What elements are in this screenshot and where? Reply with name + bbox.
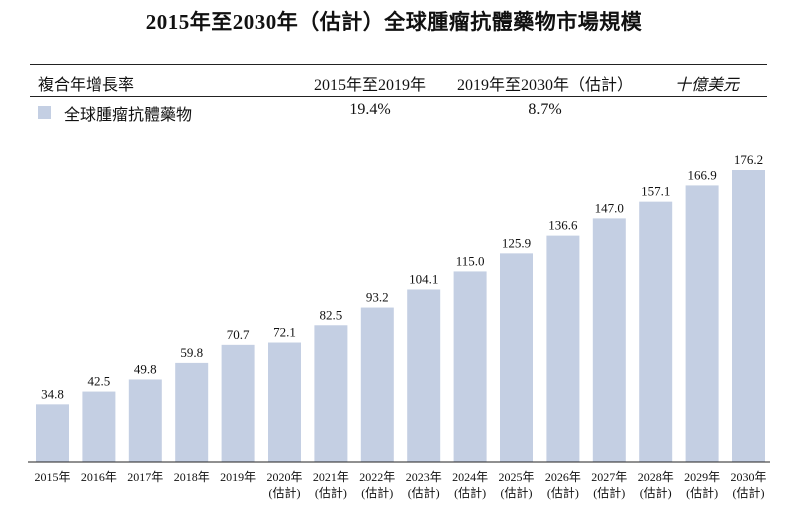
chart-title: 2015年至2030年（估計）全球腫瘤抗體藥物市場規模 <box>145 10 643 34</box>
bar <box>592 218 626 462</box>
x-tick-note: (估計) <box>315 485 347 500</box>
bar <box>732 170 765 462</box>
data-label: 115.0 <box>456 253 485 268</box>
bar <box>453 271 487 462</box>
x-tick-label: 2030年 <box>730 470 766 484</box>
data-label: 104.1 <box>409 271 438 286</box>
data-label: 49.8 <box>134 361 157 376</box>
x-tick-label: 2027年 <box>591 470 627 484</box>
cagr-period-2: 2019年至2030年（估計） <box>456 77 633 94</box>
bar <box>314 325 348 462</box>
bar <box>685 185 719 462</box>
x-tick-label: 2022年 <box>359 470 395 484</box>
x-tick-note: (估計) <box>593 485 625 500</box>
bar <box>639 201 673 463</box>
bar <box>546 235 580 462</box>
bar <box>407 289 441 462</box>
data-label: 34.8 <box>41 386 64 401</box>
x-tick-label: 2017年 <box>127 470 163 484</box>
x-tick-label: 2028年 <box>638 470 674 484</box>
x-tick-note: (估計) <box>501 485 533 500</box>
x-tick-label: 2026年 <box>545 470 581 484</box>
x-tick-note: (估計) <box>361 485 393 500</box>
bar <box>360 307 394 462</box>
x-tick-note: (估計) <box>547 485 579 500</box>
table-top-rule <box>30 64 767 65</box>
x-tick-note: (估計) <box>269 485 301 500</box>
x-tick-note: (估計) <box>686 485 718 500</box>
x-tick-note: (估計) <box>640 485 672 500</box>
bar <box>128 379 162 462</box>
x-tick-label: 2016年 <box>81 470 117 484</box>
data-label: 125.9 <box>502 235 531 250</box>
data-label: 147.0 <box>595 200 624 215</box>
bar <box>500 253 533 462</box>
data-label: 93.2 <box>366 290 389 305</box>
cagr-value-1: 19.4% <box>349 101 391 118</box>
cagr-value-2: 8.7% <box>528 101 562 118</box>
table-mid-rule <box>30 96 767 97</box>
x-tick-label: 2025年 <box>498 470 534 484</box>
data-label: 42.5 <box>88 374 111 389</box>
unit-label: 十億美元 <box>675 77 740 94</box>
x-tick-note: (估計) <box>454 485 486 500</box>
x-tick-label: 2029年 <box>684 470 720 484</box>
bar <box>36 404 69 462</box>
data-label: 176.2 <box>734 152 763 167</box>
cagr-header-label: 複合年增長率 <box>38 77 135 94</box>
x-tick-label: 2019年 <box>220 470 256 484</box>
data-label: 70.7 <box>227 327 250 342</box>
legend-swatch <box>38 106 51 119</box>
x-tick-label: 2020年 <box>266 470 302 484</box>
data-label: 166.9 <box>687 167 716 182</box>
x-tick-note: (估計) <box>408 485 440 500</box>
x-tick-note: (估計) <box>733 485 765 500</box>
x-tick-label: 2015年 <box>34 470 70 484</box>
bar <box>82 391 116 462</box>
bar <box>175 362 209 462</box>
bar <box>221 344 255 462</box>
x-tick-label: 2024年 <box>452 470 488 484</box>
data-label: 157.1 <box>641 184 670 199</box>
x-tick-label: 2021年 <box>313 470 349 484</box>
x-tick-label: 2023年 <box>406 470 442 484</box>
x-tick-label: 2018年 <box>174 470 210 484</box>
data-label: 82.5 <box>320 307 343 322</box>
cagr-period-1: 2015年至2019年 <box>313 77 426 94</box>
data-label: 72.1 <box>273 325 296 340</box>
data-label: 136.6 <box>548 218 578 233</box>
data-label: 59.8 <box>180 345 203 360</box>
legend-label: 全球腫瘤抗體藥物 <box>64 107 193 124</box>
bar <box>268 342 301 462</box>
